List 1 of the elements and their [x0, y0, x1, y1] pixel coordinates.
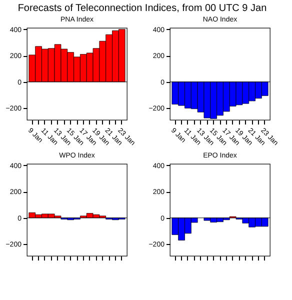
text: Forecasts of Teleconnection Indices, from 00 UTC 9 Jan	[18, 3, 267, 14]
